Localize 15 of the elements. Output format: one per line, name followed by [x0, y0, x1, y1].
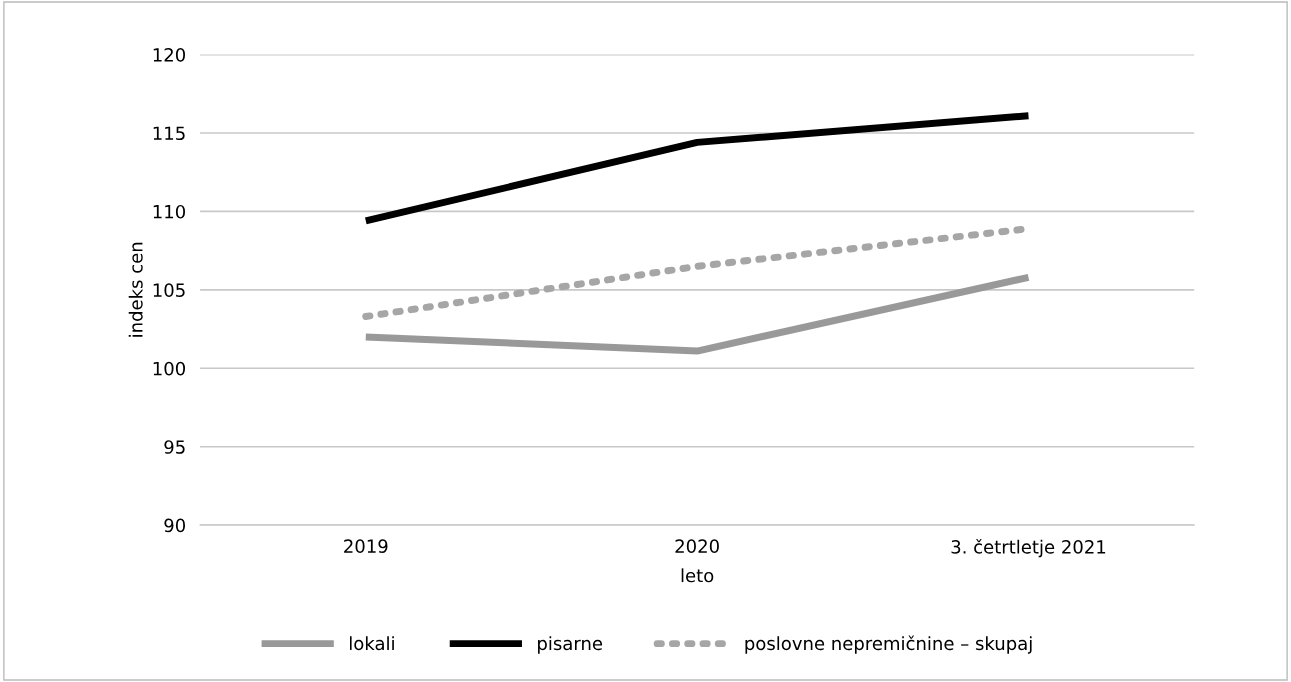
y-tick-label: 105 — [153, 283, 185, 297]
y-tick-label: 120 — [153, 48, 186, 62]
y-tick-label: 110 — [153, 204, 186, 219]
legend-label: poslovne nepremičnine – skupaj — [745, 635, 1032, 654]
y-axis-title: indeks cen — [128, 242, 143, 337]
legend-label: lokali — [349, 636, 394, 651]
y-tick-label: 95 — [164, 440, 185, 454]
x-tick-label: 3. četrtletje 2021 — [951, 539, 1106, 558]
x-tick-label: 2019 — [344, 539, 388, 554]
y-tick-label: 100 — [153, 361, 186, 376]
x-axis-title: leto — [681, 568, 714, 583]
legend-label: pisarne — [538, 636, 603, 654]
y-tick-label: 90 — [164, 518, 186, 533]
y-tick-label: 115 — [153, 126, 185, 141]
x-tick-label: 2020 — [675, 539, 719, 554]
